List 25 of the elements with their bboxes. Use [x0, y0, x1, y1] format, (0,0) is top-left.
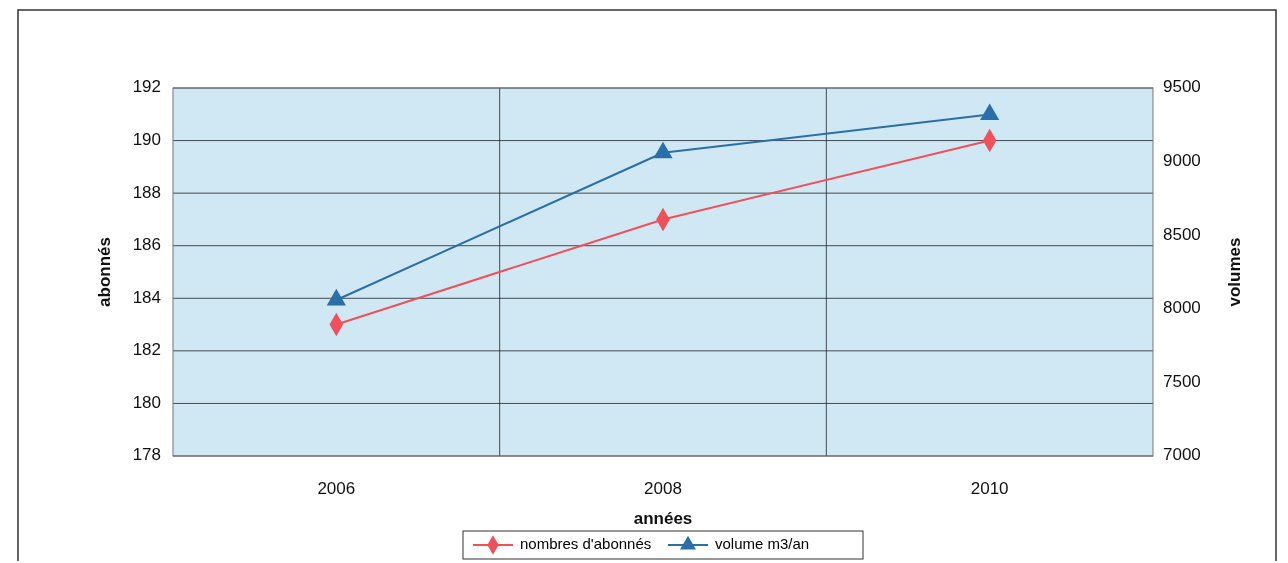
y-axis-title: abonnés — [95, 237, 114, 307]
x-axis-title: années — [633, 509, 693, 528]
y2-tick-label: 7500 — [1163, 371, 1201, 391]
x-tick-label: 2010 — [970, 479, 1009, 498]
y2-axis-title: volumes — [1225, 237, 1244, 307]
legend-label: volume m3/an — [715, 534, 810, 552]
y-tick-label: 178 — [132, 445, 161, 465]
y-tick-label: 184 — [132, 287, 161, 307]
y-tick-label: 182 — [132, 340, 161, 360]
y2-tick-label: 9000 — [1163, 151, 1201, 171]
point — [653, 141, 673, 159]
x-tick-label: 2006 — [317, 479, 356, 498]
y2-tick-label: 8000 — [1163, 298, 1201, 318]
legend-label: nombres d'abonnés — [520, 534, 652, 552]
y-tick-label: 192 — [132, 77, 161, 97]
point — [326, 288, 346, 306]
point — [980, 103, 1000, 121]
y-tick-label: 190 — [132, 130, 161, 150]
y2-tick-label: 8500 — [1163, 224, 1201, 244]
y2-tick-label: 9500 — [1163, 77, 1201, 97]
y2-tick-label: 7000 — [1163, 445, 1201, 465]
y-tick-label: 180 — [132, 392, 161, 412]
y-tick-label: 186 — [132, 235, 161, 255]
y-tick-label: 188 — [132, 182, 161, 202]
x-tick-label: 2008 — [644, 479, 682, 498]
